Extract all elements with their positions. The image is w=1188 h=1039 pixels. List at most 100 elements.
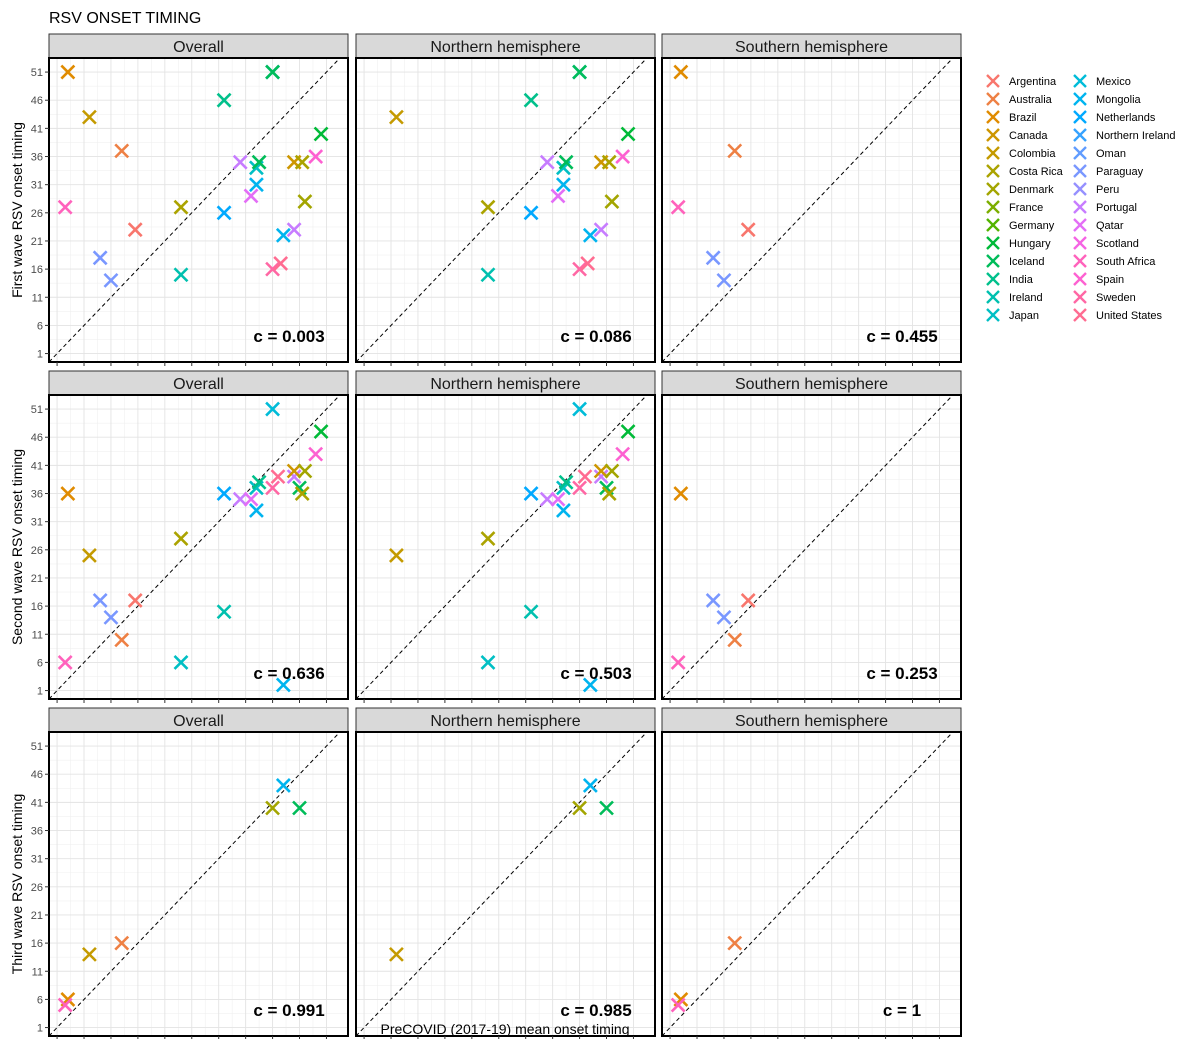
data-point xyxy=(480,199,496,215)
data-point xyxy=(297,194,313,209)
data-point xyxy=(173,267,189,283)
strip-background xyxy=(48,707,349,733)
legend-marker xyxy=(1073,146,1087,160)
legend-item: Hungary xyxy=(986,236,1051,250)
data-point xyxy=(173,199,189,215)
legend-item: South Africa xyxy=(1073,254,1156,268)
panel-border xyxy=(661,394,962,700)
legend-label: France xyxy=(1009,202,1043,214)
concordance-label: c = 1 xyxy=(883,1001,921,1020)
legend-item: Mexico xyxy=(1073,74,1131,88)
data-point xyxy=(313,424,329,440)
data-point xyxy=(294,154,310,170)
data-point xyxy=(604,194,620,209)
y-tick-label: 36 xyxy=(31,489,43,501)
data-point xyxy=(670,997,686,1013)
y-tick-label: 26 xyxy=(31,208,43,220)
data-point xyxy=(243,491,259,507)
legend-item: United States xyxy=(1073,308,1163,322)
plot-background xyxy=(662,732,961,1036)
panel-2-3: Southern hemisphere c = 0.253 xyxy=(661,370,962,703)
y-tick-label: 51 xyxy=(31,67,43,79)
y-axis-title: Third wave RSV onset timing xyxy=(9,794,25,975)
plot-background xyxy=(662,58,961,362)
data-point xyxy=(601,486,617,501)
identity-line xyxy=(661,57,954,363)
concordance-label: c = 0.455 xyxy=(866,327,937,346)
data-point xyxy=(127,593,143,608)
concordance-label: c = 0.636 xyxy=(253,664,324,683)
legend-item: France xyxy=(986,200,1043,214)
legend-item: Qatar xyxy=(1073,218,1124,232)
legend-label: Paraguay xyxy=(1096,166,1144,178)
y-axis-title: Second wave RSV onset timing xyxy=(9,449,25,645)
strip-background xyxy=(661,33,962,59)
data-point xyxy=(572,800,587,816)
data-point xyxy=(572,64,587,80)
y-tick-label: 6 xyxy=(37,320,43,332)
data-point xyxy=(232,491,248,507)
panel-1-2: Northern hemisphere c = 0.086 xyxy=(355,33,656,366)
data-point xyxy=(81,548,97,563)
identity-line xyxy=(355,731,648,1037)
legend-label: Netherlands xyxy=(1096,112,1156,124)
y-tick-label: 26 xyxy=(31,545,43,557)
data-point xyxy=(308,446,324,462)
data-point xyxy=(275,677,291,693)
y-tick-label: 1 xyxy=(37,1023,43,1035)
legend-label: Japan xyxy=(1009,310,1039,322)
plot-background xyxy=(49,395,348,699)
panel-2-2: Northern hemisphere c = 0.503 xyxy=(355,370,656,703)
data-point xyxy=(265,401,280,417)
data-point xyxy=(270,469,286,485)
data-point xyxy=(297,463,313,479)
data-point xyxy=(727,143,743,159)
data-point xyxy=(673,64,689,80)
legend-label: Colombia xyxy=(1009,148,1056,160)
data-point xyxy=(670,654,686,670)
data-point xyxy=(727,632,743,648)
data-point xyxy=(620,126,636,142)
data-point xyxy=(572,261,587,277)
legend-item: Peru xyxy=(1073,182,1119,196)
data-point xyxy=(265,261,280,277)
data-point xyxy=(727,935,743,951)
legend-item: India xyxy=(986,272,1034,286)
legend-item: Spain xyxy=(1073,272,1124,286)
data-point xyxy=(248,177,264,193)
strip-label: Overall xyxy=(173,713,224,730)
y-tick-label: 16 xyxy=(31,264,43,276)
legend-label: Hungary xyxy=(1009,238,1051,250)
data-point xyxy=(388,946,404,962)
data-point xyxy=(558,474,574,490)
data-point xyxy=(248,502,264,518)
y-tick-label: 1 xyxy=(37,349,43,361)
concordance-label: c = 0.086 xyxy=(560,327,631,346)
data-point xyxy=(265,800,280,816)
identity-line xyxy=(355,394,648,700)
panel-border xyxy=(661,731,962,1037)
data-point xyxy=(673,486,689,501)
data-point xyxy=(604,463,620,479)
legend-item: Oman xyxy=(1073,146,1126,160)
legend-label: Germany xyxy=(1009,220,1055,232)
legend-marker xyxy=(1073,92,1087,106)
data-point xyxy=(593,222,609,238)
plot-background xyxy=(356,58,655,362)
legend-marker xyxy=(986,182,1000,196)
data-point xyxy=(286,222,302,238)
legend-marker xyxy=(986,218,1000,232)
legend-item: Canada xyxy=(986,128,1048,142)
panel-border xyxy=(48,394,349,700)
data-point xyxy=(716,609,732,625)
legend-label: Costa Rica xyxy=(1009,166,1064,178)
legend-marker xyxy=(1073,164,1087,178)
legend-marker xyxy=(986,92,1000,106)
data-point xyxy=(572,401,587,417)
y-tick-label: 36 xyxy=(31,826,43,838)
legend-item: Costa Rica xyxy=(986,164,1064,178)
data-point xyxy=(92,593,108,608)
y-tick-label: 6 xyxy=(37,994,43,1006)
